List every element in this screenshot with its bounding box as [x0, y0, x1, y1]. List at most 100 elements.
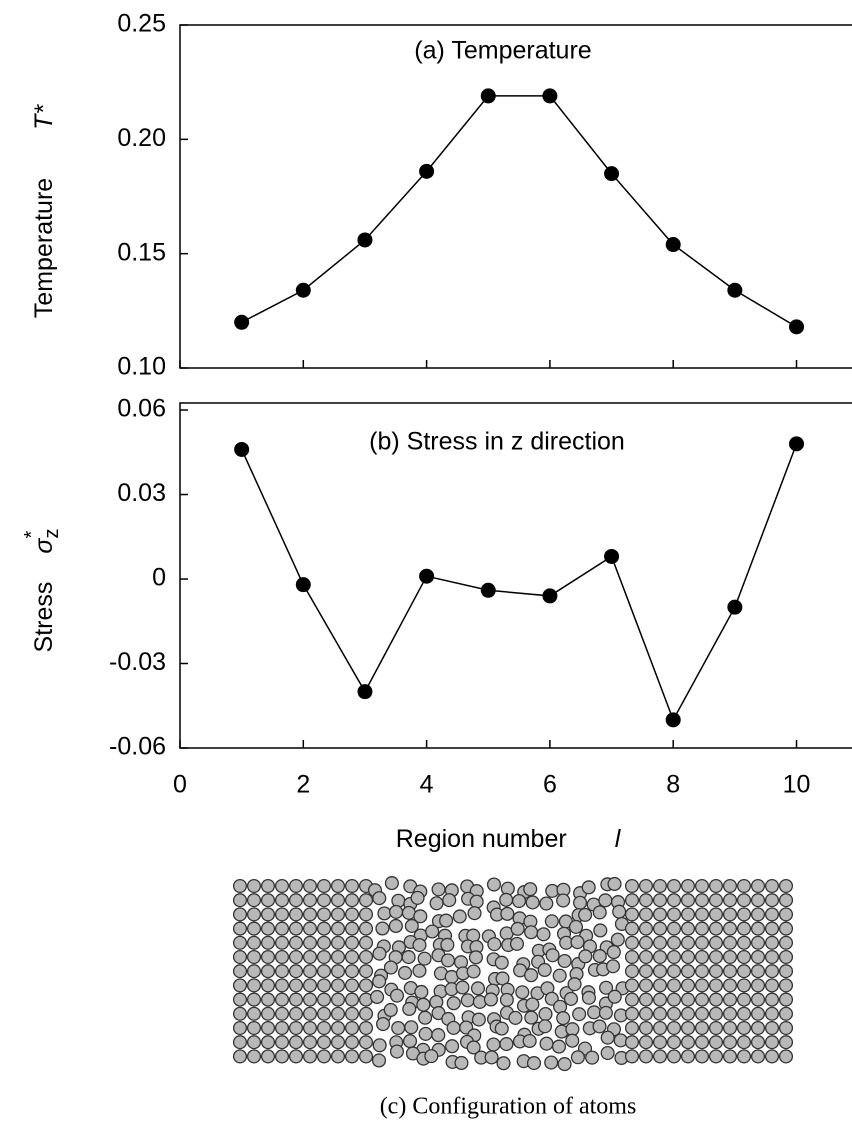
atom [468, 950, 483, 965]
atom [537, 1019, 553, 1034]
atom [764, 964, 780, 979]
atom [666, 907, 682, 922]
atom [680, 1049, 696, 1064]
atom [556, 1011, 571, 1026]
data-point [789, 436, 805, 452]
atom [587, 1005, 602, 1020]
atom [494, 955, 509, 970]
atom [246, 1035, 262, 1050]
atom [708, 1035, 724, 1050]
data-point [727, 599, 743, 615]
atom [599, 980, 614, 995]
data-point [357, 684, 373, 700]
atom [778, 1035, 794, 1050]
atom [750, 1035, 766, 1050]
atom [246, 1049, 262, 1064]
atom [666, 1006, 682, 1021]
data-point [727, 282, 743, 298]
x-axis-label: Region number l [396, 825, 622, 853]
atom [370, 989, 385, 1005]
atom [470, 981, 486, 996]
atom [750, 1006, 766, 1021]
atom [302, 935, 318, 950]
atom [694, 978, 710, 993]
atom [344, 1020, 360, 1036]
atom [344, 978, 360, 993]
atom [330, 1020, 346, 1036]
atom [358, 935, 374, 950]
atom [680, 1035, 696, 1050]
atom [680, 1006, 696, 1021]
atom [600, 1045, 615, 1061]
atom [652, 1035, 668, 1050]
atom [372, 891, 387, 906]
data-point [234, 441, 250, 457]
atom [638, 1020, 654, 1036]
atom [694, 1006, 710, 1021]
atom [607, 876, 622, 892]
atom [624, 921, 640, 936]
atom [445, 1039, 460, 1054]
atom [260, 893, 276, 908]
atom [736, 907, 752, 922]
data-point [419, 163, 435, 179]
atom [638, 1035, 654, 1050]
atom [536, 927, 551, 942]
atom [778, 964, 794, 979]
atom [510, 921, 525, 936]
atom [483, 992, 499, 1007]
atom [764, 949, 780, 965]
atom [344, 921, 360, 936]
atom [469, 894, 484, 909]
atom [288, 949, 304, 965]
y-tick-label: 0 [152, 564, 166, 592]
atom [471, 1012, 486, 1027]
atom [680, 907, 696, 922]
atom [736, 1035, 752, 1050]
atom [260, 1035, 276, 1050]
atom [722, 921, 738, 936]
atom [466, 964, 481, 979]
atom [694, 949, 710, 965]
atom [512, 893, 527, 909]
x-label-text: Region number [396, 825, 567, 853]
atom [288, 1049, 304, 1064]
atom [557, 1057, 572, 1072]
atom [330, 1006, 346, 1021]
atom [778, 921, 794, 936]
x-tick-label: 4 [420, 771, 434, 799]
atom [274, 878, 290, 894]
atom [467, 906, 482, 921]
data-point [604, 166, 620, 182]
atom [624, 949, 640, 965]
atom [302, 921, 318, 936]
atom [764, 978, 780, 993]
atom [764, 1049, 780, 1064]
atom [581, 880, 596, 895]
atom [722, 893, 738, 908]
atom [260, 949, 276, 965]
atom [624, 1020, 640, 1036]
atom [666, 921, 682, 936]
atom [260, 907, 276, 922]
atom [358, 978, 374, 993]
atom [487, 937, 502, 952]
atom [538, 1006, 553, 1022]
atom [260, 1020, 276, 1036]
atom [680, 935, 696, 950]
atom [652, 907, 668, 922]
atom [544, 914, 559, 929]
atom [274, 921, 290, 936]
atom [764, 1006, 780, 1021]
atom [778, 1006, 794, 1021]
atom [316, 1006, 332, 1021]
atom [680, 878, 696, 894]
atom [722, 1049, 738, 1064]
atom [509, 936, 525, 951]
atom [288, 921, 304, 936]
atom [722, 1020, 738, 1036]
atom [570, 1050, 585, 1065]
atom [246, 992, 262, 1007]
atom [750, 1049, 766, 1064]
atom [694, 992, 710, 1007]
